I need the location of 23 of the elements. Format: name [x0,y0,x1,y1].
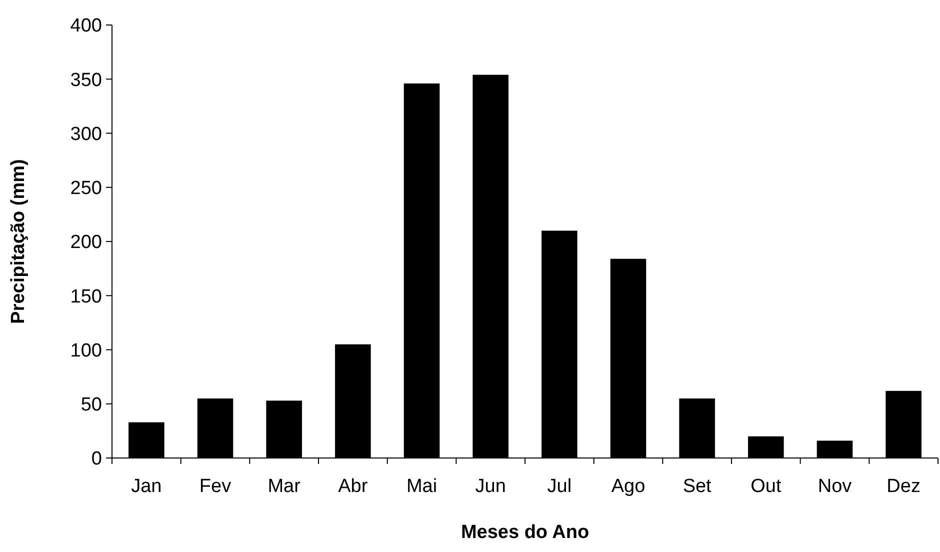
y-tick-label: 400 [70,16,102,37]
y-tick-label: 300 [70,124,102,145]
x-tick-label: Jun [475,476,506,497]
y-tick-label: 200 [70,232,102,254]
y-tick-label: 50 [80,394,102,416]
y-tick-label: 250 [70,178,102,200]
y-tick-label: 350 [70,70,102,91]
y-tick-label: 0 [91,448,102,470]
x-tick-label: Jul [547,476,572,497]
x-tick-label: Fev [199,476,232,497]
x-tick-label: Jan [131,476,162,497]
x-tick-label: Ago [611,476,646,497]
x-axis-title: Meses do Ano [460,522,590,543]
x-tick-label: Abr [338,476,368,497]
x-tick-label: Mar [268,476,302,497]
x-tick-label: Mai [406,476,438,497]
x-tick-label: Set [682,476,712,497]
x-tick-label: Nov [818,476,852,497]
x-tick-label: Out [750,476,782,497]
y-axis-title: Precipitação (mm) [8,159,29,324]
y-tick-label: 150 [70,286,102,308]
y-tick-label: 100 [70,340,102,362]
x-tick-label: Dez [886,476,920,497]
